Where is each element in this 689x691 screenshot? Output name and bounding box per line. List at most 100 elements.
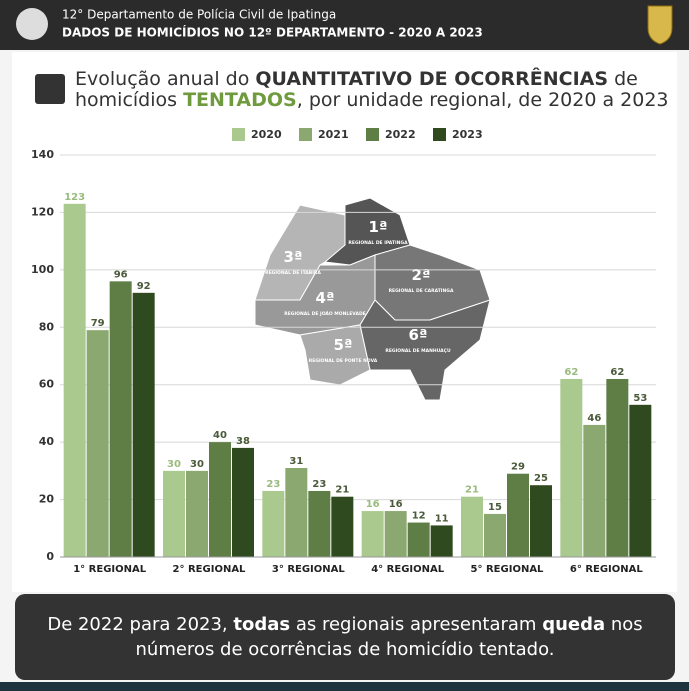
title-icon (35, 74, 65, 104)
bar (530, 485, 552, 557)
bar (331, 496, 354, 557)
legend-label: 2020 (251, 128, 282, 141)
title-part: de (608, 68, 638, 90)
map-region-number: 1ª (369, 218, 388, 236)
bar (484, 513, 506, 557)
bar (430, 525, 453, 557)
legend-swatch (366, 128, 379, 141)
map-region-label: REGIONAL DE PONTE NOVA (309, 358, 378, 364)
x-tick-label: 3° REGIONAL (272, 564, 346, 575)
map-region-number: 2ª (412, 266, 431, 284)
x-tick-label: 6° REGIONAL (570, 564, 644, 575)
bar (461, 496, 483, 557)
value-label: 25 (534, 473, 548, 484)
bar (629, 404, 652, 557)
x-tick-label: 2° REGIONAL (173, 564, 247, 575)
legend-swatch (232, 128, 245, 141)
map-region-number: 3ª (284, 248, 303, 266)
title-part: Evolução anual do (75, 68, 255, 90)
value-label: 11 (435, 513, 449, 524)
footer-part: nos (605, 614, 643, 635)
y-tick-label: 120 (31, 205, 54, 218)
header-bar (0, 0, 689, 50)
legend-label: 2022 (385, 128, 416, 141)
value-label: 92 (137, 281, 151, 292)
header-logo (16, 8, 48, 40)
value-label: 40 (213, 430, 227, 441)
value-label: 16 (389, 499, 403, 510)
y-tick-label: 140 (31, 148, 54, 161)
y-tick-label: 20 (39, 493, 55, 506)
map-region (299, 324, 371, 386)
value-label: 12 (412, 511, 426, 522)
value-label: 15 (488, 502, 502, 513)
value-label: 21 (465, 485, 479, 496)
badge (647, 5, 673, 45)
x-tick-label: 1° REGIONAL (73, 564, 147, 575)
bar (109, 281, 132, 557)
footer-part: queda (542, 614, 605, 635)
map-region-label: REGIONAL DE JOÃO MONLEVADE (284, 310, 366, 317)
title-part: , por unidade regional, de 2020 a 2023 (297, 89, 669, 111)
footer-line: números de ocorrências de homicídio tent… (136, 639, 555, 660)
y-tick-label: 80 (39, 320, 55, 333)
value-label: 21 (335, 485, 349, 496)
map (254, 197, 491, 401)
value-label: 31 (289, 456, 303, 467)
legend-label: 2023 (452, 128, 483, 141)
header-line2: DADOS DE HOMICÍDIOS NO 12º DEPARTAMENTO … (62, 25, 483, 40)
bar (560, 378, 583, 557)
x-tick-label: 5° REGIONAL (471, 564, 545, 575)
bar (232, 447, 254, 557)
bar (583, 424, 606, 557)
footer-part: números de ocorrências de homicídio tent… (136, 639, 555, 660)
map-region-label: REGIONAL DE CARATINGA (389, 288, 454, 294)
bar (132, 292, 155, 557)
map-region-number: 4ª (316, 289, 335, 307)
title-line: homicídios TENTADOS, por unidade regiona… (75, 89, 669, 111)
bar (86, 330, 109, 557)
y-tick-label: 0 (46, 550, 54, 563)
value-label: 62 (564, 367, 578, 378)
value-label: 79 (91, 318, 105, 329)
title-part: homicídios (75, 89, 183, 111)
taskbar (0, 682, 689, 691)
value-label: 62 (610, 367, 624, 378)
title-part: QUANTITATIVO DE OCORRÊNCIAS (255, 67, 608, 90)
footer-line: De 2022 para 2023, todas as regionais ap… (47, 614, 642, 635)
value-label: 53 (633, 393, 647, 404)
title-line: Evolução anual do QUANTITATIVO DE OCORRÊ… (75, 67, 638, 90)
legend-swatch (299, 128, 312, 141)
value-label: 123 (64, 192, 85, 203)
bar (186, 470, 208, 557)
bar (262, 490, 285, 557)
value-label: 29 (511, 462, 525, 473)
legend-swatch (433, 128, 446, 141)
map-region-label: REGIONAL DE IPATINGA (348, 240, 408, 246)
bar (507, 473, 529, 557)
map-region-label: REGIONAL DE MANHUAÇU (385, 348, 451, 354)
x-tick-label: 4° REGIONAL (371, 564, 445, 575)
map-region-label: REGIONAL DE ITABIRA (265, 270, 321, 276)
value-label: 16 (366, 499, 380, 510)
bar (384, 511, 407, 557)
bar (308, 490, 331, 557)
bar (361, 511, 384, 557)
y-tick-label: 40 (39, 435, 55, 448)
value-label: 23 (266, 479, 280, 490)
footer-part: De 2022 para 2023, (47, 614, 233, 635)
value-label: 23 (312, 479, 326, 490)
bar (209, 442, 231, 557)
bar (63, 203, 86, 558)
header-line1: 12° Departamento de Polícia Civil de Ipa… (62, 8, 336, 22)
bar (606, 378, 629, 557)
footer-box (15, 594, 675, 680)
legend-label: 2021 (318, 128, 349, 141)
title-part: TENTADOS (183, 89, 297, 111)
y-tick-label: 100 (31, 263, 54, 276)
y-tick-label: 60 (39, 378, 55, 391)
bar (407, 522, 430, 557)
value-label: 96 (114, 269, 128, 280)
map-region-number: 6ª (409, 326, 428, 344)
